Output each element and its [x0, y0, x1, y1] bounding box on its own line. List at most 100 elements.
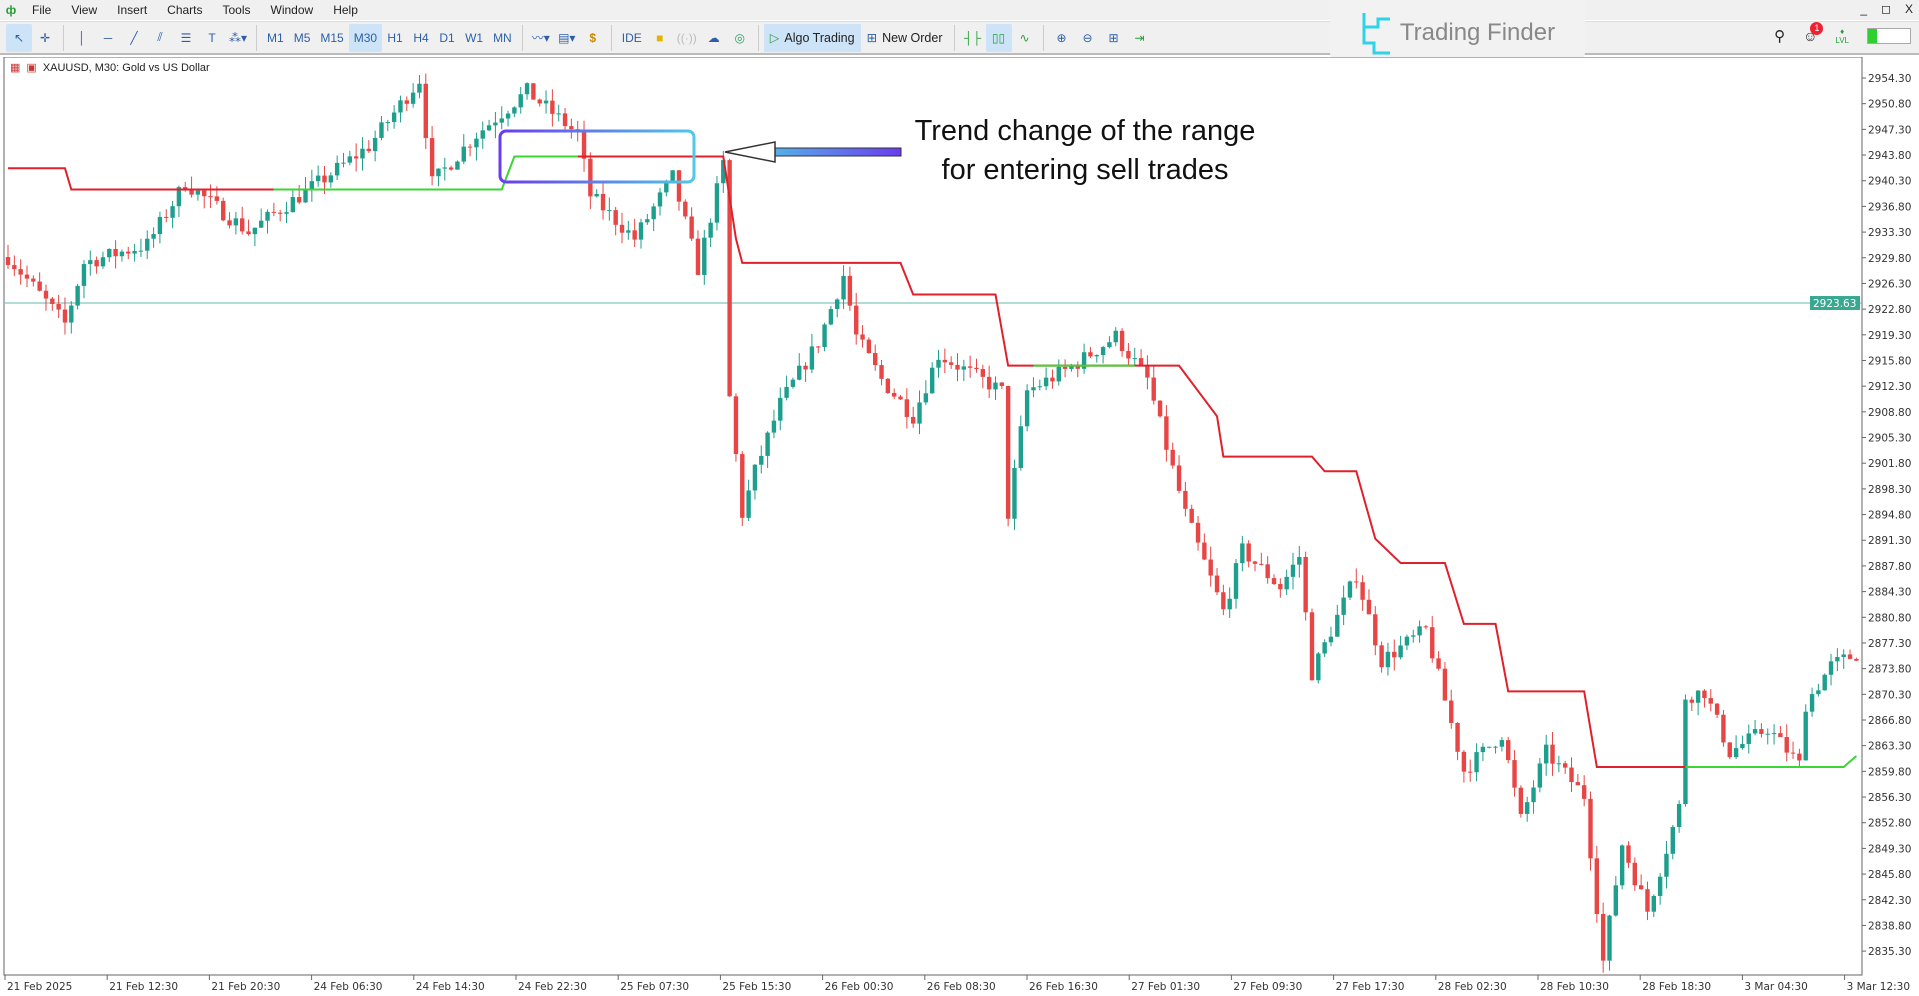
trading-finder-logo: Trading Finder — [1330, 0, 1585, 66]
text-tool-icon[interactable]: T — [208, 30, 216, 45]
price-label: 2905.30 — [1868, 433, 1911, 445]
bear-candle — [866, 339, 872, 354]
brand-name: Trading Finder — [1399, 19, 1556, 46]
line-chart-icon[interactable]: ∿ — [1019, 30, 1030, 45]
bull-candle — [398, 100, 403, 113]
new-order-icon: ⊞ — [866, 31, 878, 45]
bear-candle — [1708, 698, 1713, 704]
vertical-line-icon[interactable]: │ — [78, 30, 86, 45]
bull-candle — [1018, 426, 1023, 468]
bear-candle — [18, 269, 23, 275]
timeframe-mn[interactable]: MN — [493, 30, 512, 45]
menu-file[interactable]: File — [32, 3, 52, 17]
menu-view[interactable]: View — [71, 3, 98, 17]
bull-candle — [1417, 626, 1422, 636]
menu-window[interactable]: Window — [270, 3, 314, 17]
price-label: 2845.80 — [1868, 869, 1911, 881]
bull-candle — [1132, 358, 1137, 360]
bull-candle — [1284, 576, 1289, 590]
bull-candle — [702, 237, 707, 275]
timeframe-w1[interactable]: W1 — [465, 30, 484, 45]
shapes-icon[interactable]: ⁂▾ — [229, 30, 248, 45]
bear-candle — [1151, 377, 1156, 401]
timeframe-m15[interactable]: M15 — [320, 30, 344, 45]
bear-candle — [531, 83, 536, 100]
timeframe-m1[interactable]: M1 — [267, 30, 284, 45]
close-button[interactable]: X — [1904, 2, 1913, 16]
bull-candle — [1771, 733, 1777, 735]
new-order-label: New Order — [882, 30, 943, 45]
market-icon[interactable]: $ — [589, 30, 597, 45]
search-icon[interactable]: ⚲ — [1774, 28, 1786, 45]
bull-candle — [1043, 377, 1049, 387]
bear-candle — [816, 346, 821, 348]
community-icon[interactable]: ◎ — [734, 30, 745, 45]
menu-charts[interactable]: Charts — [167, 3, 203, 17]
fibonacci-icon[interactable]: ☰ — [180, 30, 192, 45]
bear-candle — [854, 305, 859, 335]
channel-icon[interactable]: ⫽ — [157, 30, 163, 44]
timeframe-d1[interactable]: D1 — [439, 30, 455, 45]
tile-windows-icon[interactable]: ⊞ — [1108, 30, 1119, 45]
shopping-bag-icon[interactable]: ■ — [656, 30, 664, 45]
timeframe-m5[interactable]: M5 — [293, 30, 311, 45]
price-label: 2950.80 — [1868, 99, 1911, 111]
price-label: 2849.30 — [1868, 843, 1911, 855]
highlight-box — [498, 129, 696, 184]
bear-candle — [1442, 668, 1448, 701]
templates-icon[interactable]: ▤▾ — [558, 30, 576, 45]
minimize-button[interactable]: _ — [1860, 2, 1868, 16]
bear-candle — [904, 399, 910, 417]
menu-tools[interactable]: Tools — [222, 3, 251, 17]
timeframe-h4[interactable]: H4 — [413, 30, 429, 45]
menu-help[interactable]: Help — [333, 3, 358, 17]
bull-candle — [1100, 347, 1106, 356]
horizontal-line-icon[interactable]: ─ — [103, 30, 113, 45]
crosshair-tool-icon[interactable]: ✛ — [39, 30, 51, 45]
price-axis: 2954.30 2950.80 2947.30 2943.80 2940.30 2936.… — [1862, 73, 1911, 958]
bull-candle — [1487, 746, 1492, 748]
restore-button[interactable]: ◻ — [1881, 2, 1891, 16]
bear-candle — [537, 99, 542, 104]
bear-candle — [227, 220, 232, 226]
zoom-out-icon[interactable]: ⊖ — [1082, 30, 1093, 45]
bear-candle — [588, 158, 593, 197]
bear-candle — [1449, 700, 1454, 723]
vps-cloud-icon[interactable]: ☁ — [707, 30, 720, 45]
price-chart[interactable]: 2954.30 2950.80 2947.30 2943.80 2940.30 2936.… — [0, 57, 1919, 996]
price-label: 2943.80 — [1868, 150, 1911, 162]
cursor-tool-icon[interactable]: ↖ — [6, 23, 32, 52]
bear-candle — [1550, 744, 1555, 764]
bear-candle — [581, 131, 587, 159]
bear-candle — [1727, 742, 1732, 758]
price-label: 2873.80 — [1868, 664, 1911, 676]
candlestick-chart-icon[interactable]: ▯▯ — [985, 23, 1012, 52]
bear-candle — [1202, 542, 1207, 560]
signals-icon[interactable]: ((·)) — [676, 30, 697, 45]
menu-insert[interactable]: Insert — [117, 3, 148, 17]
bear-candle — [1259, 563, 1264, 565]
bull-candle — [708, 222, 713, 238]
bull-candle — [176, 187, 182, 207]
trendline-icon[interactable]: ╱ — [130, 30, 138, 45]
bear-candle — [1581, 785, 1587, 799]
bull-candle — [1657, 876, 1663, 896]
bull-candle — [664, 181, 669, 193]
new-order-button[interactable]: ⊞ New Order — [861, 24, 949, 52]
time-label: 27 Feb 17:30 — [1336, 981, 1405, 993]
annotation-arrow — [724, 141, 902, 163]
zoom-in-icon[interactable]: ⊕ — [1056, 30, 1067, 45]
bull-candle — [778, 397, 783, 421]
auto-scroll-icon[interactable]: ⇥ — [1134, 30, 1145, 45]
timeframe-m30[interactable]: M30 — [348, 23, 383, 52]
algo-trading-button[interactable]: ▷ Algo Trading — [763, 23, 861, 52]
time-label: 26 Feb 16:30 — [1029, 981, 1098, 993]
indicators-icon[interactable]: 〰▾ — [531, 31, 550, 45]
bull-candle — [841, 275, 846, 300]
timeframe-h1[interactable]: H1 — [387, 30, 403, 45]
bear-candle — [1246, 543, 1251, 562]
bull-candle — [284, 212, 289, 214]
bar-chart-icon[interactable]: ┤├ — [963, 30, 981, 45]
ide-button[interactable]: IDE — [621, 30, 642, 45]
notifications-icon[interactable]: ☺ 1 — [1803, 22, 1824, 44]
